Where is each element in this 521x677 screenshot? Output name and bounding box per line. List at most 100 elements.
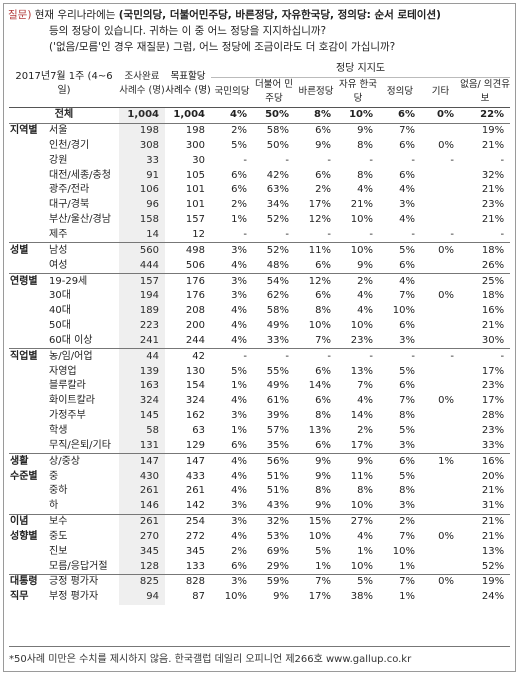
percent-cell: 53% (266, 530, 289, 542)
row-category (9, 153, 45, 168)
percent-cell: 10% (337, 106, 379, 124)
percent-cell: 59% (253, 573, 295, 590)
percent-cell: 3% (211, 573, 253, 590)
row-category: 수준별 (10, 470, 38, 482)
row-category: 생활 (9, 453, 45, 470)
survey-count-cell: 128 (119, 559, 165, 575)
percent-cell (421, 122, 460, 139)
results-table: 2017년7월 1주 (4~6일) 조사완료 사례수 (명) 목표할당 사례수 … (9, 62, 511, 605)
percent-cell: 33% (481, 439, 505, 451)
survey-count-cell: 194 (119, 288, 165, 304)
percent-cell: 48% (266, 259, 289, 271)
table-row: 하 146 142 3% 43% 9% 10% 3% 31% (9, 498, 510, 515)
row-label: 보수 (45, 513, 119, 530)
percent-cell: 6% (399, 380, 415, 392)
percent-cell: 1% (315, 560, 331, 572)
percent-cell: - (243, 154, 247, 166)
percent-cell: - (327, 154, 331, 166)
row-label: 가정주부 (49, 410, 86, 422)
percent-cell: 6% (315, 365, 331, 377)
table-row: 30대 194 176 3% 62% 6% 4% 7% 0% 18% (9, 288, 510, 304)
percent-cell (421, 273, 460, 289)
percent-cell: 0% (438, 290, 454, 302)
row-category (9, 544, 45, 559)
question-block: 질문) 현재 우리나라에는 (국민의당, 더불어민주당, 바른정당, 자유한국당… (8, 7, 513, 55)
percent-cell: 3% (211, 273, 253, 289)
percent-cell: 3% (231, 500, 247, 512)
percent-cell (421, 438, 460, 453)
percent-cell: 50% (266, 139, 289, 151)
percent-cell: 8% (315, 410, 331, 422)
target-count-cell: 433 (185, 470, 205, 482)
report-frame (3, 3, 516, 672)
percent-cell: 61% (266, 395, 289, 407)
question-tag: 질문) (8, 9, 32, 21)
percent-cell: 2% (357, 424, 373, 436)
percent-cell: 15% (295, 513, 337, 530)
row-label: 화이트칼라 (49, 395, 95, 407)
survey-count-cell: 270 (119, 529, 165, 545)
target-count-cell: 129 (185, 439, 205, 451)
percent-cell: 32% (481, 169, 505, 181)
survey-count-cell: 157 (119, 273, 165, 289)
percent-cell: 4% (231, 334, 247, 346)
row-label: 중도 (49, 530, 68, 542)
row-label: 무직/은퇴/기타 (49, 439, 111, 451)
question-line1-prefix: 현재 우리나라에는 (34, 9, 116, 21)
percent-cell: 6% (315, 439, 331, 451)
target-count-cell: 261 (185, 485, 205, 497)
row-label: 광주/전라 (49, 184, 90, 196)
row-label: 부산/울산/경남 (49, 214, 111, 226)
survey-count-cell: 444 (119, 258, 165, 274)
percent-cell: - (243, 229, 247, 241)
question-parties: (국민의당, 더불어민주당, 바른정당, 자유한국당, 정의당: 순서 로테이션… (118, 9, 441, 21)
percent-cell: 2% (231, 199, 247, 211)
row-category (9, 394, 45, 409)
percent-cell: 4% (379, 273, 421, 289)
percent-cell: 9% (315, 139, 331, 151)
row-category (9, 168, 45, 183)
survey-count-cell: 198 (119, 122, 165, 139)
percent-cell: 51% (266, 470, 289, 482)
percent-cell: 10% (392, 545, 415, 557)
percent-cell: 7% (399, 395, 415, 407)
percent-cell: 7% (379, 573, 421, 590)
percent-cell: 2% (379, 513, 421, 530)
target-count-cell: 130 (185, 365, 205, 377)
target-count-cell: 30 (192, 154, 205, 166)
target-count-cell: 176 (185, 290, 205, 302)
header-party-support: 정당 지지도 (211, 62, 511, 78)
percent-cell: 21% (481, 530, 505, 542)
percent-cell: 5% (337, 573, 379, 590)
table-row: 직업별 농/임/어업 44 42- - - - - - - (9, 348, 511, 365)
target-count-cell: 828 (165, 573, 211, 590)
percent-cell: 6% (399, 169, 415, 181)
target-count-cell: 12 (192, 229, 205, 241)
percent-cell: 6% (231, 184, 247, 196)
row-category (9, 379, 45, 394)
percent-cell: 3% (231, 290, 247, 302)
survey-count-cell: 189 (119, 303, 165, 319)
table-row: 50대 223 200 4% 49% 10% 10% 6% 21% (9, 318, 510, 334)
percent-cell (421, 559, 460, 574)
table-row: 광주/전라 106 101 6% 63% 2% 4% 4% 21% (9, 183, 510, 198)
percent-cell: 31% (481, 500, 505, 512)
percent-cell: 4% (231, 470, 247, 482)
percent-cell: 10% (350, 560, 373, 572)
percent-cell: - (379, 348, 421, 365)
percent-cell: 17% (308, 199, 331, 211)
header-survey-count: 조사완료 사례수 (명) (119, 62, 165, 108)
target-count-cell: 324 (185, 395, 205, 407)
table-row: 블루칼라 163 154 1% 49% 14% 7% 6% 23% (9, 379, 510, 394)
target-count-cell: 101 (185, 184, 205, 196)
percent-cell: 49% (266, 320, 289, 332)
percent-cell: 3% (211, 242, 253, 259)
percent-cell: 26% (481, 259, 505, 271)
row-category (9, 484, 45, 499)
percent-cell: - (369, 229, 373, 241)
percent-cell: 6% (315, 169, 331, 181)
percent-cell: 58% (253, 122, 295, 139)
table-row: 40대 189 208 4% 58% 8% 4% 10% 16% (9, 303, 510, 319)
row-category (9, 424, 45, 439)
percent-cell: 14% (350, 410, 373, 422)
